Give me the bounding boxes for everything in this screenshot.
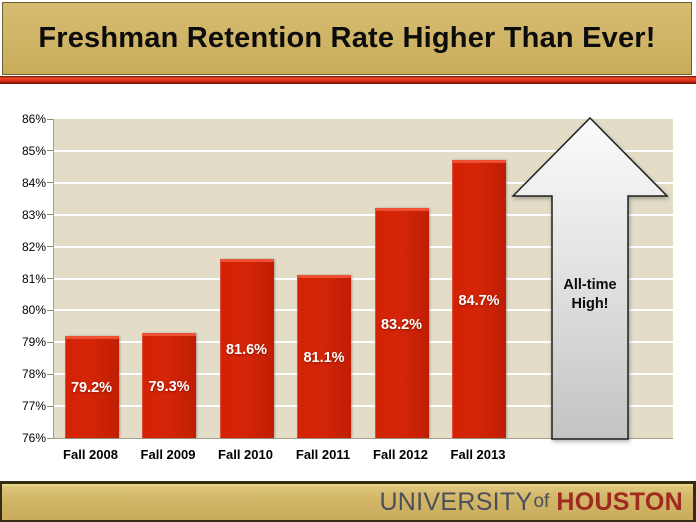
y-axis-tick xyxy=(47,118,53,120)
arrow-annotation-line1: All-time xyxy=(563,277,617,293)
y-axis-label: 82% xyxy=(21,239,46,254)
y-axis-label: 84% xyxy=(21,175,46,190)
logo-university-text: UNIVERSITY xyxy=(379,487,533,516)
y-axis-label: 81% xyxy=(21,271,46,286)
y-axis-label: 79% xyxy=(21,335,46,350)
bar-fall-2012: 83.2% xyxy=(374,208,429,438)
gridline xyxy=(54,405,673,408)
university-of-houston-logo-bar: UNIVERSITY of HOUSTON xyxy=(0,481,696,522)
bar-value-label: 83.2% xyxy=(380,316,423,333)
y-axis-label: 80% xyxy=(21,303,46,318)
y-axis-label: 85% xyxy=(21,143,46,158)
retention-bar-chart: 86% 85% 84% 83% 82% 81% 80% 79% 78% 77% 76% 79.2% 7… xyxy=(0,84,696,481)
y-axis-label: 76% xyxy=(21,431,46,445)
y-axis-tick xyxy=(47,373,53,375)
bar-fall-2010: 81.6% xyxy=(219,259,274,438)
gridline xyxy=(54,373,673,376)
arrow-annotation: All-time High! xyxy=(548,276,632,314)
y-axis-label: 77% xyxy=(21,399,46,414)
title-underline xyxy=(0,76,696,84)
bar-value-label: 84.7% xyxy=(458,292,500,309)
bar-value-label: 79.2% xyxy=(70,380,113,397)
gridline xyxy=(54,277,673,280)
title-banner: Freshman Retention Rate Higher Than Ever… xyxy=(2,2,692,75)
bar-value-label: 81.1% xyxy=(303,350,345,367)
y-axis-tick xyxy=(47,246,53,248)
y-axis-tick xyxy=(47,278,53,279)
y-axis-tick xyxy=(47,150,53,152)
bar-fall-2013: 84.7% xyxy=(452,160,506,438)
gridline xyxy=(54,309,673,312)
x-axis-label: Fall 2008 xyxy=(63,447,118,462)
gridline xyxy=(54,245,673,248)
gridline xyxy=(54,341,673,344)
y-axis-tick xyxy=(47,405,53,407)
y-axis-label: 78% xyxy=(21,367,46,382)
y-axis-label: 83% xyxy=(21,207,46,222)
arrow-annotation-line2: High! xyxy=(571,295,609,312)
y-axis-tick xyxy=(47,214,53,216)
x-axis-label: Fall 2011 xyxy=(295,447,351,462)
x-axis-label: Fall 2012 xyxy=(373,447,428,462)
x-axis-label: Fall 2013 xyxy=(450,447,506,462)
y-axis-tick xyxy=(47,182,53,184)
x-axis-label: Fall 2010 xyxy=(218,447,273,462)
logo-of-text: of xyxy=(533,491,550,512)
gridline xyxy=(54,181,673,184)
gridline xyxy=(54,213,673,216)
bar-value-label: 79.3% xyxy=(148,378,190,395)
bar-fall-2008: 79.2% xyxy=(64,335,119,438)
y-axis-label: 86% xyxy=(21,112,46,126)
slide-title: Freshman Retention Rate Higher Than Ever… xyxy=(38,22,656,54)
bar-value-label: 81.6% xyxy=(225,342,268,359)
y-axis-tick xyxy=(47,309,53,311)
y-axis-tick xyxy=(47,437,53,439)
x-axis-label: Fall 2009 xyxy=(140,447,196,462)
gridline xyxy=(54,149,673,152)
y-axis-tick xyxy=(47,341,53,343)
bar-fall-2011: 81.1% xyxy=(297,275,351,438)
bar-fall-2009: 79.3% xyxy=(142,332,196,438)
logo-houston-text: HOUSTON xyxy=(556,487,683,516)
